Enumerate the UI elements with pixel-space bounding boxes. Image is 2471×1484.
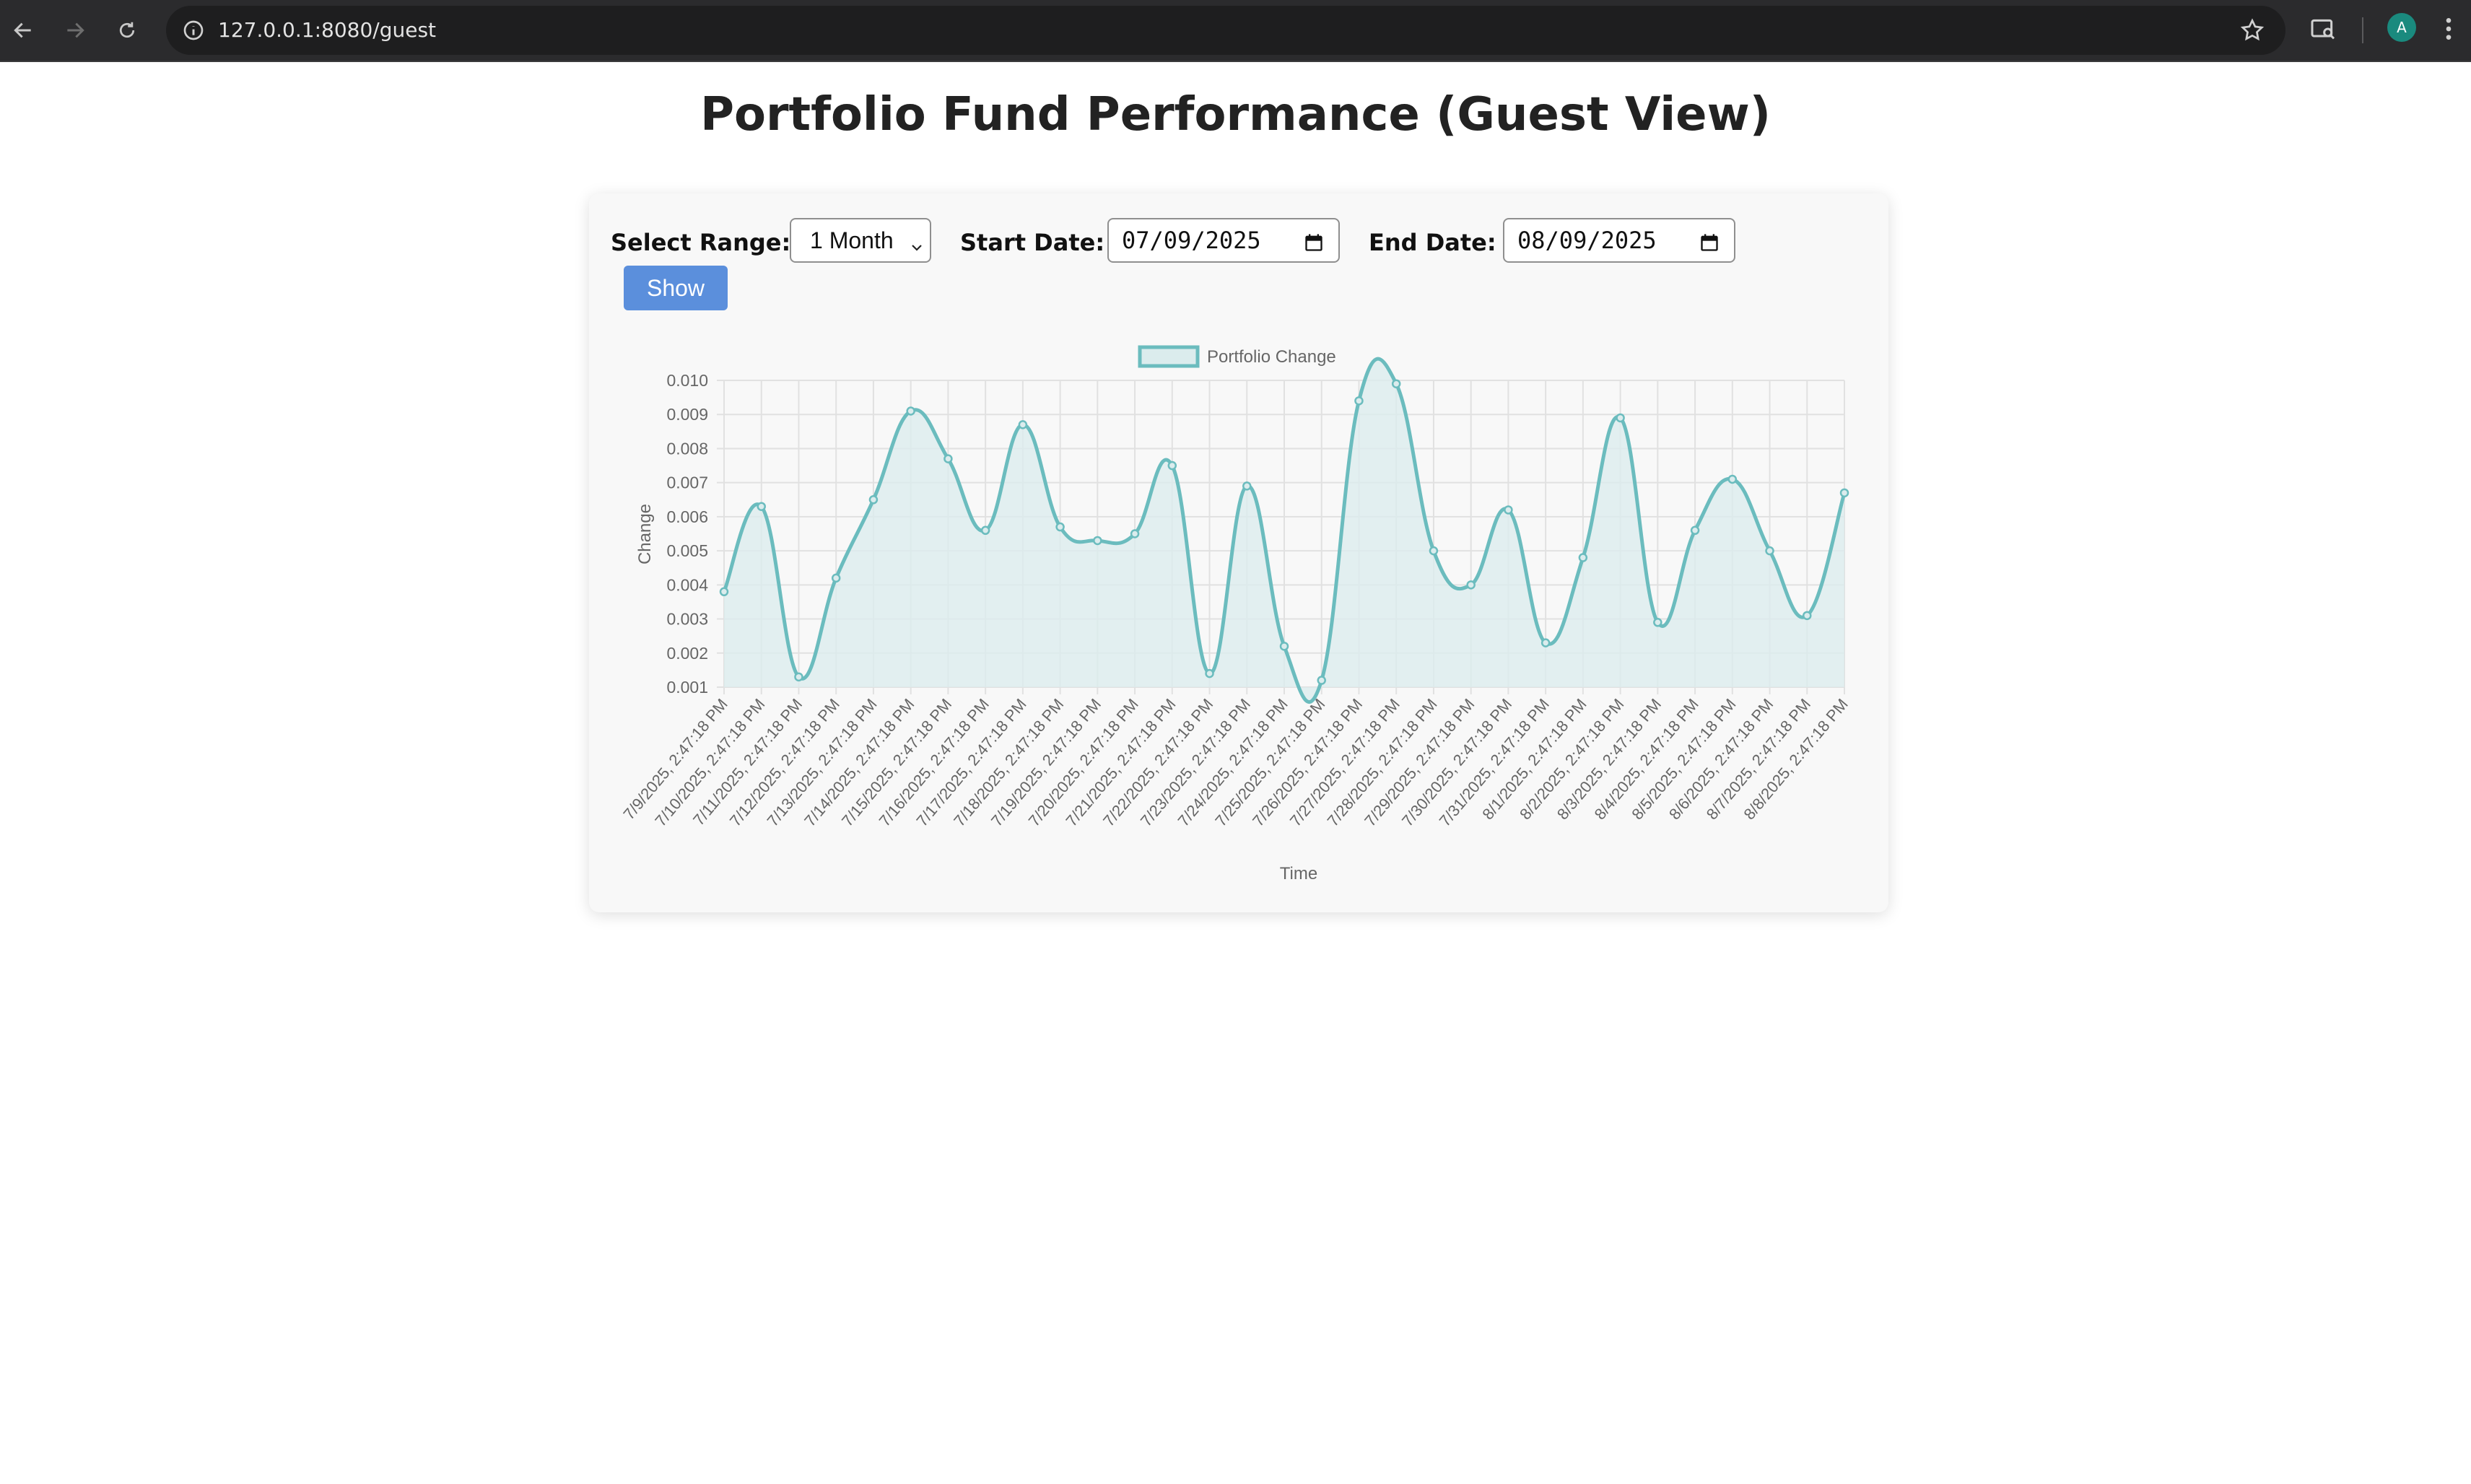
calendar-icon[interactable]	[1699, 231, 1720, 258]
site-info-icon[interactable]	[182, 19, 205, 45]
back-icon[interactable]	[3, 10, 43, 51]
address-bar[interactable]: 127.0.0.1:8080/guest	[166, 6, 2285, 55]
range-select-value: 1 Month	[810, 227, 894, 253]
chevron-down-icon	[910, 234, 924, 261]
bookmark-star-icon[interactable]	[2239, 17, 2265, 47]
page-title: Portfolio Fund Performance (Guest View)	[700, 88, 1771, 141]
start-date-label: Start Date:	[960, 229, 1105, 256]
end-date-label: End Date:	[1369, 229, 1496, 256]
profile-avatar[interactable]: A	[2387, 13, 2416, 42]
browser-toolbar: 127.0.0.1:8080/guest A	[0, 0, 2471, 62]
range-select[interactable]: 1 Month	[790, 218, 931, 263]
forward-icon[interactable]	[55, 10, 95, 51]
end-date-value: 08/09/2025	[1517, 227, 1657, 254]
menu-kebab-icon[interactable]	[2443, 14, 2454, 47]
end-date-input[interactable]: 08/09/2025	[1503, 218, 1735, 263]
tab-search-icon[interactable]	[2309, 14, 2337, 47]
url-text: 127.0.0.1:8080/guest	[218, 18, 437, 42]
chart-card	[589, 193, 1888, 912]
range-label: Select Range:	[611, 229, 791, 256]
start-date-input[interactable]: 07/09/2025	[1107, 218, 1340, 263]
start-date-value: 07/09/2025	[1122, 227, 1261, 254]
show-button[interactable]: Show	[624, 266, 728, 310]
reload-icon[interactable]	[107, 10, 147, 51]
toolbar-divider	[2362, 17, 2363, 43]
calendar-icon[interactable]	[1304, 231, 1324, 258]
